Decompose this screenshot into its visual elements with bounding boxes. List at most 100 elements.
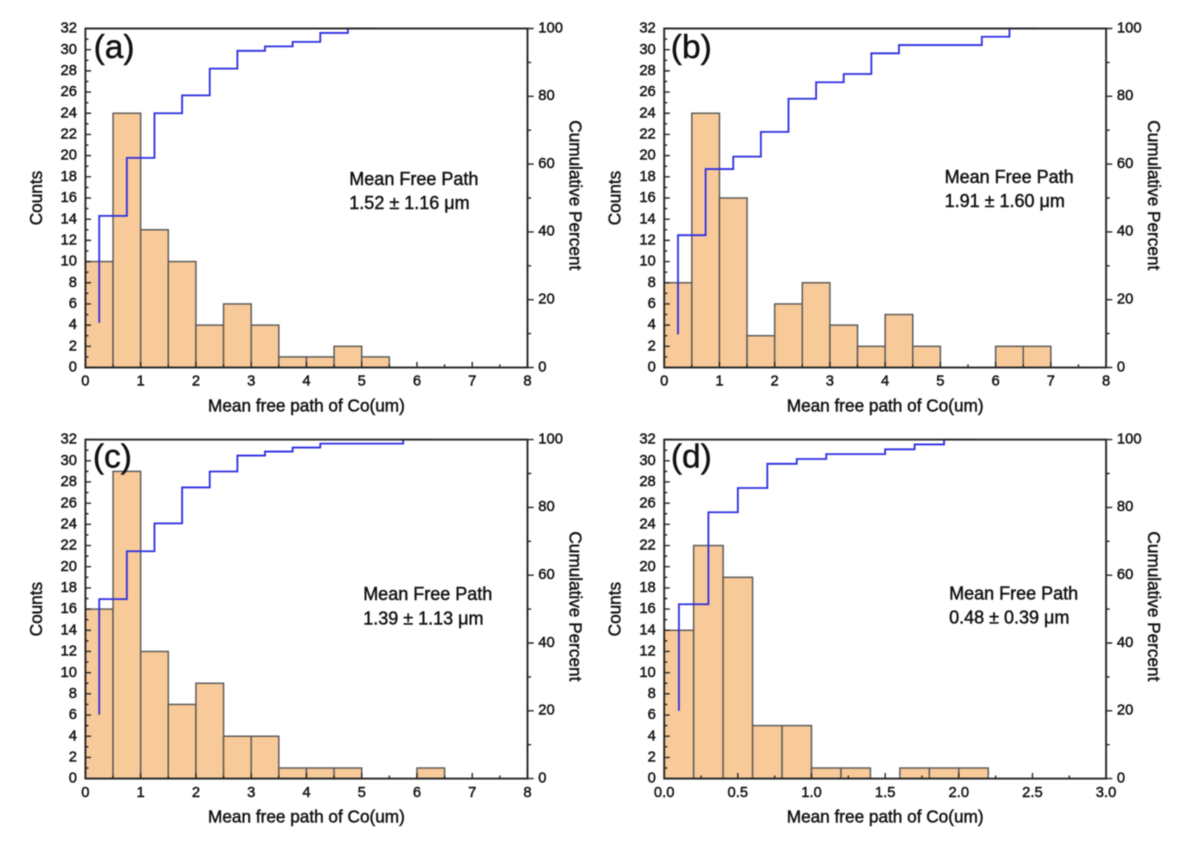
svg-text:1: 1 — [137, 374, 145, 390]
svg-text:0.5: 0.5 — [728, 785, 749, 801]
svg-text:14: 14 — [61, 622, 77, 638]
svg-text:1.91 ± 1.60 μm: 1.91 ± 1.60 μm — [945, 191, 1065, 211]
svg-text:1.0: 1.0 — [801, 785, 822, 801]
svg-text:30: 30 — [639, 42, 655, 58]
svg-text:26: 26 — [639, 495, 655, 511]
svg-text:2: 2 — [648, 338, 656, 354]
svg-text:22: 22 — [639, 127, 655, 143]
svg-text:30: 30 — [639, 453, 655, 469]
svg-text:Mean free path of Co(um): Mean free path of Co(um) — [208, 807, 405, 827]
svg-text:6: 6 — [69, 296, 77, 312]
svg-text:26: 26 — [61, 84, 77, 100]
svg-text:12: 12 — [639, 232, 655, 248]
svg-text:22: 22 — [639, 538, 655, 554]
svg-text:20: 20 — [1117, 292, 1133, 308]
svg-text:0: 0 — [81, 785, 89, 801]
svg-text:Mean free path of Co(um): Mean free path of Co(um) — [208, 395, 405, 415]
svg-text:1.5: 1.5 — [875, 785, 896, 801]
svg-text:2: 2 — [69, 338, 77, 354]
svg-text:60: 60 — [1117, 567, 1133, 583]
svg-text:8: 8 — [523, 374, 531, 390]
svg-text:6: 6 — [992, 374, 1000, 390]
svg-text:26: 26 — [61, 495, 77, 511]
svg-text:18: 18 — [639, 169, 655, 185]
svg-text:1: 1 — [715, 374, 723, 390]
svg-text:2: 2 — [648, 750, 656, 766]
svg-text:5: 5 — [358, 785, 366, 801]
svg-text:60: 60 — [538, 156, 554, 172]
svg-text:Cumulative Percent: Cumulative Percent — [1144, 531, 1164, 681]
svg-text:16: 16 — [639, 190, 655, 206]
svg-text:4: 4 — [302, 785, 310, 801]
svg-text:32: 32 — [61, 432, 77, 448]
svg-text:100: 100 — [538, 431, 563, 447]
svg-text:4: 4 — [302, 374, 310, 390]
svg-text:7: 7 — [468, 374, 476, 390]
svg-text:60: 60 — [1117, 156, 1133, 172]
svg-text:20: 20 — [639, 559, 655, 575]
svg-text:0: 0 — [660, 374, 668, 390]
svg-text:28: 28 — [61, 474, 77, 490]
svg-text:40: 40 — [538, 224, 554, 240]
svg-text:Cumulative Percent: Cumulative Percent — [565, 531, 585, 681]
svg-text:40: 40 — [1117, 635, 1133, 651]
svg-text:Cumulative Percent: Cumulative Percent — [1144, 120, 1164, 270]
svg-text:80: 80 — [538, 499, 554, 515]
svg-text:1.39 ± 1.13 μm: 1.39 ± 1.13 μm — [363, 608, 483, 628]
svg-text:7: 7 — [468, 785, 476, 801]
svg-text:24: 24 — [639, 105, 655, 121]
svg-text:6: 6 — [69, 707, 77, 723]
svg-text:80: 80 — [1117, 499, 1133, 515]
svg-text:Counts: Counts — [26, 582, 46, 636]
svg-text:Mean free path of Co(um): Mean free path of Co(um) — [787, 807, 984, 827]
svg-text:80: 80 — [1117, 88, 1133, 104]
svg-text:16: 16 — [61, 190, 77, 206]
svg-text:4: 4 — [648, 317, 656, 333]
svg-text:0.48 ± 0.39 μm: 0.48 ± 0.39 μm — [949, 608, 1069, 628]
svg-text:20: 20 — [538, 703, 554, 719]
svg-text:0: 0 — [538, 359, 546, 375]
svg-text:6: 6 — [413, 785, 421, 801]
svg-text:12: 12 — [639, 644, 655, 660]
svg-text:16: 16 — [61, 601, 77, 617]
svg-text:0: 0 — [538, 770, 546, 786]
svg-text:20: 20 — [61, 148, 77, 164]
svg-text:10: 10 — [61, 665, 77, 681]
svg-text:14: 14 — [639, 211, 655, 227]
svg-text:18: 18 — [61, 580, 77, 596]
svg-text:8: 8 — [648, 686, 656, 702]
svg-text:4: 4 — [69, 317, 77, 333]
svg-text:32: 32 — [61, 21, 77, 37]
svg-text:3.0: 3.0 — [1096, 785, 1117, 801]
svg-text:2: 2 — [192, 785, 200, 801]
svg-text:16: 16 — [639, 601, 655, 617]
svg-text:18: 18 — [639, 580, 655, 596]
svg-text:10: 10 — [61, 254, 77, 270]
svg-text:Mean Free Path: Mean Free Path — [945, 167, 1074, 187]
svg-text:(d): (d) — [671, 438, 712, 475]
svg-text:0: 0 — [648, 360, 656, 376]
svg-text:10: 10 — [639, 665, 655, 681]
svg-text:100: 100 — [538, 20, 563, 36]
svg-text:0.0: 0.0 — [654, 785, 675, 801]
svg-text:2.5: 2.5 — [1022, 785, 1043, 801]
svg-text:3: 3 — [826, 374, 834, 390]
svg-text:Counts: Counts — [26, 171, 46, 225]
svg-text:22: 22 — [61, 127, 77, 143]
svg-text:24: 24 — [639, 516, 655, 532]
svg-text:30: 30 — [61, 453, 77, 469]
svg-text:3: 3 — [247, 785, 255, 801]
svg-text:40: 40 — [538, 635, 554, 651]
svg-text:(a): (a) — [94, 29, 135, 66]
svg-text:0: 0 — [81, 374, 89, 390]
svg-text:Counts: Counts — [605, 582, 625, 636]
svg-text:8: 8 — [69, 275, 77, 291]
svg-text:12: 12 — [61, 232, 77, 248]
svg-text:24: 24 — [61, 105, 77, 121]
svg-text:0: 0 — [69, 360, 77, 376]
svg-text:Mean free path of Co(um): Mean free path of Co(um) — [787, 395, 984, 415]
svg-text:18: 18 — [61, 169, 77, 185]
svg-text:(b): (b) — [671, 29, 712, 66]
svg-text:20: 20 — [639, 148, 655, 164]
svg-text:28: 28 — [61, 63, 77, 79]
